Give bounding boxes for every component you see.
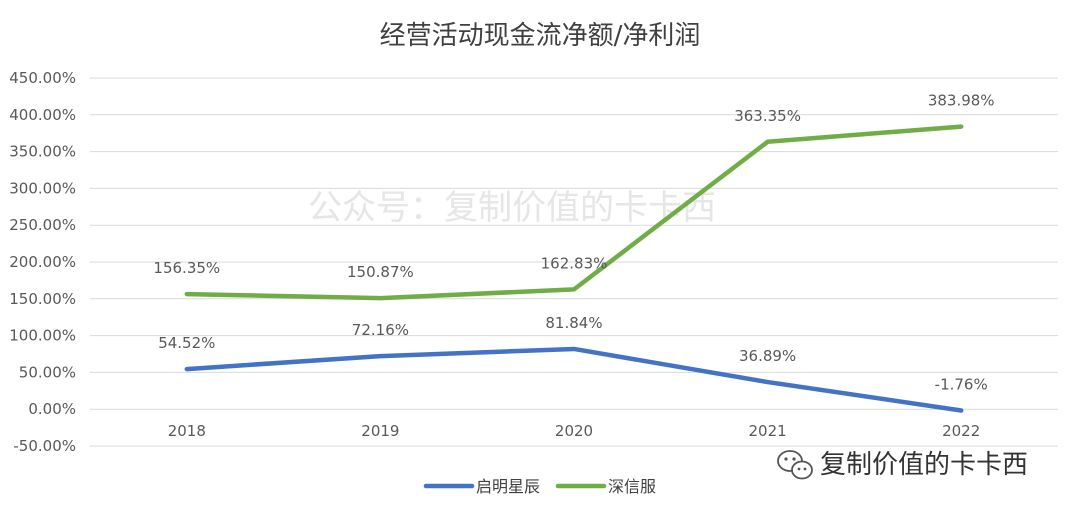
series-lines <box>184 124 964 413</box>
data-label: 156.35% <box>153 259 220 277</box>
y-tick-label: 450.00% <box>9 69 76 87</box>
data-label: 54.52% <box>158 334 215 352</box>
brand-text: 复制价值的卡卡西 <box>820 450 1028 480</box>
y-axis-ticks: 450.00% 400.00% 350.00% 300.00% 250.00% 200.0… <box>9 69 76 455</box>
data-point <box>960 409 962 411</box>
gridlines <box>90 77 1058 447</box>
legend-label: 深信服 <box>608 477 656 496</box>
data-label: 162.83% <box>541 254 608 272</box>
x-tick-label: 2020 <box>555 422 593 440</box>
y-tick-label: 350.00% <box>9 143 76 161</box>
series-line-1 <box>184 346 964 413</box>
wechat-icon <box>777 450 813 480</box>
y-tick-label: 400.00% <box>9 106 76 124</box>
data-label: -1.76% <box>935 375 988 393</box>
y-tick-label: 300.00% <box>9 179 76 197</box>
brand-badge: 复制价值的卡卡西 <box>777 450 1028 480</box>
y-tick-label: 100.00% <box>9 327 76 345</box>
data-point <box>767 141 769 143</box>
x-axis-ticks: 2018 2019 2020 2021 2022 <box>168 422 981 440</box>
data-labels: 54.52% 72.16% 81.84% 36.89% -1.76% 156.35% 150… <box>153 92 994 394</box>
legend-label: 启明星辰 <box>476 477 540 496</box>
data-point <box>186 293 188 295</box>
y-tick-label: 250.00% <box>9 216 76 234</box>
data-point <box>767 381 769 383</box>
x-tick-label: 2018 <box>168 422 206 440</box>
data-label: 383.98% <box>928 92 995 110</box>
y-tick-label: 200.00% <box>9 253 76 271</box>
y-tick-label: 150.00% <box>9 290 76 308</box>
data-point <box>379 355 381 357</box>
chart-title: 经营活动现金流净额/净利润 <box>380 21 701 51</box>
data-point <box>960 126 962 128</box>
data-point <box>186 368 188 370</box>
y-tick-label: 0.00% <box>28 400 76 418</box>
y-tick-label: 50.00% <box>19 363 76 381</box>
legend: 启明星辰 深信服 <box>423 477 656 496</box>
data-label: 150.87% <box>347 263 414 281</box>
watermark-text: 公众号：复制价值的卡卡西 <box>308 188 716 228</box>
data-point <box>379 297 381 299</box>
y-tick-label: -50.00% <box>13 437 76 455</box>
x-tick-label: 2022 <box>942 422 980 440</box>
data-point <box>573 288 575 290</box>
x-tick-label: 2021 <box>749 422 787 440</box>
data-label: 363.35% <box>734 107 801 125</box>
data-label: 72.16% <box>352 321 409 339</box>
x-tick-label: 2019 <box>361 422 399 440</box>
data-point <box>573 348 575 350</box>
data-label: 36.89% <box>739 347 796 365</box>
data-label: 81.84% <box>545 314 602 332</box>
